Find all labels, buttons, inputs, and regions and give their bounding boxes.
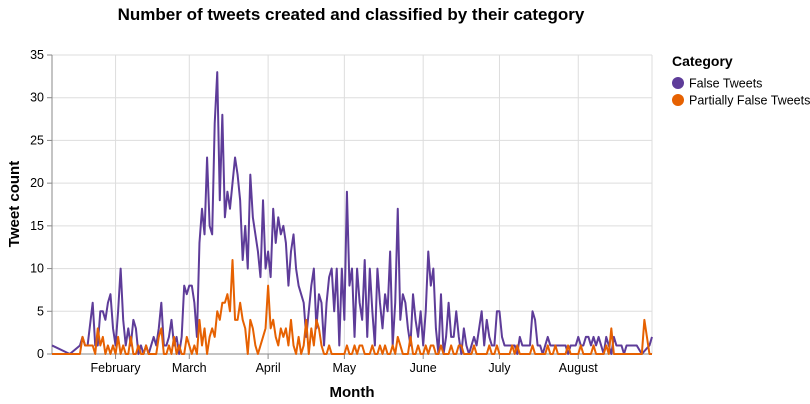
- legend-items: False Tweets Partially False Tweets: [672, 77, 810, 108]
- legend-swatch: [672, 94, 684, 106]
- x-tick-label: July: [488, 361, 511, 375]
- y-tick-label: 30: [30, 91, 44, 105]
- y-tick-label: 5: [37, 304, 44, 318]
- y-tick-label: 35: [30, 48, 44, 62]
- y-tick-label: 25: [30, 133, 44, 147]
- x-tick-label: June: [410, 361, 437, 375]
- y-tick-label: 20: [30, 176, 44, 190]
- legend-label: False Tweets: [689, 77, 762, 91]
- series-line-false-tweets: [51, 71, 653, 355]
- y-tick-label: 15: [30, 219, 44, 233]
- x-tick-label: March: [172, 361, 207, 375]
- y-tick-label: 0: [37, 347, 44, 361]
- x-tick-label: April: [256, 361, 281, 375]
- series-lines: [51, 71, 653, 355]
- axes: 0 5 10 15 20 25 30 35 February March April May June J…: [30, 48, 652, 375]
- y-tick-label: 10: [30, 262, 44, 276]
- legend-swatch: [672, 77, 684, 89]
- legend-label: Partially False Tweets: [689, 94, 810, 108]
- series-line-partially-false-tweets: [52, 259, 652, 355]
- x-tick-label: May: [333, 361, 357, 375]
- x-axis-title: Month: [330, 384, 375, 401]
- chart-title: Number of tweets created and classified …: [118, 5, 585, 24]
- x-tick-label: August: [559, 361, 598, 375]
- x-tick-label: February: [91, 361, 142, 375]
- y-axis-title: Tweet count: [6, 161, 23, 247]
- legend-title: Category: [672, 53, 733, 69]
- legend: Category False Tweets Partially False Twe…: [672, 53, 810, 108]
- grid: [52, 54, 653, 355]
